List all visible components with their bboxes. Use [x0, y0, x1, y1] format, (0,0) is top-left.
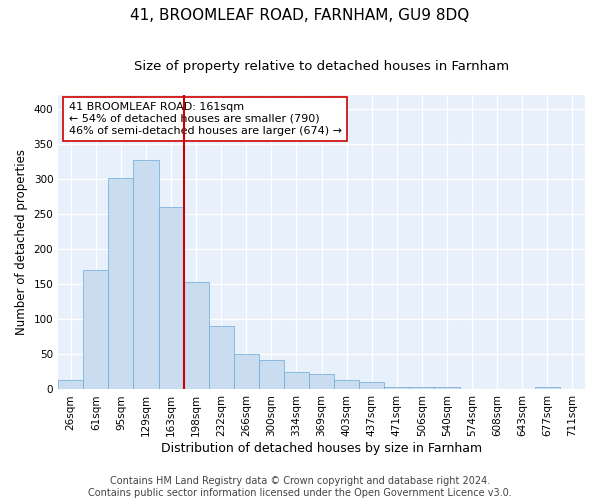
Y-axis label: Number of detached properties: Number of detached properties	[15, 149, 28, 335]
Bar	[109, 178, 133, 390]
Bar	[434, 386, 460, 390]
Bar	[234, 354, 259, 390]
Bar	[83, 270, 109, 390]
Text: Contains HM Land Registry data © Crown copyright and database right 2024.
Contai: Contains HM Land Registry data © Crown c…	[88, 476, 512, 498]
Text: 41, BROOMLEAF ROAD, FARNHAM, GU9 8DQ: 41, BROOMLEAF ROAD, FARNHAM, GU9 8DQ	[130, 8, 470, 22]
Bar	[460, 389, 485, 390]
Bar	[58, 380, 83, 390]
Bar	[309, 374, 334, 390]
Bar	[133, 160, 158, 390]
Bar	[510, 389, 535, 390]
Bar	[184, 282, 209, 390]
Title: Size of property relative to detached houses in Farnham: Size of property relative to detached ho…	[134, 60, 509, 73]
Bar	[359, 382, 385, 390]
Bar	[209, 326, 234, 390]
X-axis label: Distribution of detached houses by size in Farnham: Distribution of detached houses by size …	[161, 442, 482, 455]
Bar	[158, 207, 184, 390]
Bar	[385, 388, 409, 390]
Bar	[284, 372, 309, 390]
Bar	[409, 388, 434, 390]
Text: 41 BROOMLEAF ROAD: 161sqm
← 54% of detached houses are smaller (790)
46% of semi: 41 BROOMLEAF ROAD: 161sqm ← 54% of detac…	[69, 102, 342, 136]
Bar	[259, 360, 284, 390]
Bar	[535, 388, 560, 390]
Bar	[334, 380, 359, 390]
